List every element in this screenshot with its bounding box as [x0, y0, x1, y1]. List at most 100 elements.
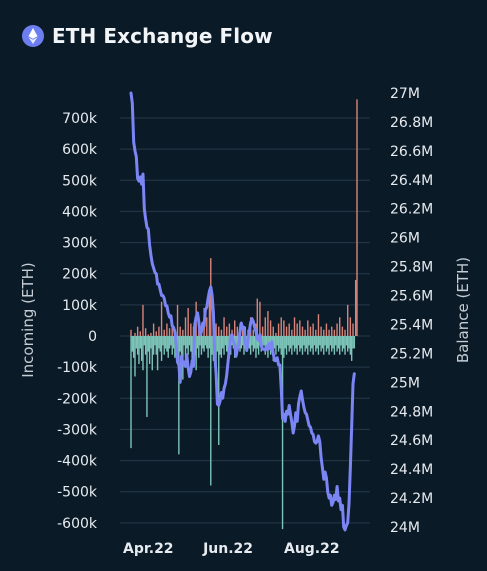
- right-tick-label: 24M: [390, 520, 420, 536]
- incoming-bar: [309, 326, 312, 336]
- outgoing-bar: [134, 336, 136, 377]
- outgoing-bar: [243, 336, 245, 355]
- outgoing-bar: [151, 336, 153, 371]
- outgoing-bar: [159, 336, 161, 352]
- right-tick-label: 24.6M: [390, 433, 433, 449]
- left-tick-label: 300k: [62, 236, 98, 252]
- outgoing-bar: [131, 336, 134, 352]
- incoming-bar: [333, 329, 336, 336]
- x-axis-ticks: Apr.22 Jun.22 Aug.22: [123, 541, 340, 557]
- outgoing-bar: [280, 336, 282, 355]
- outgoing-bar: [170, 336, 172, 346]
- incoming-bar: [317, 314, 320, 336]
- incoming-bar: [339, 317, 341, 336]
- incoming-bar: [179, 326, 181, 336]
- incoming-bar: [163, 329, 165, 336]
- outgoing-bar: [186, 336, 188, 349]
- outgoing-bar: [150, 336, 152, 349]
- outgoing-bar: [220, 336, 223, 358]
- outgoing-bar: [339, 336, 341, 355]
- outgoing-bar: [345, 336, 348, 346]
- outgoing-bar: [313, 336, 316, 346]
- outgoing-bar: [199, 336, 201, 346]
- outgoing-bar: [324, 336, 326, 346]
- incoming-bar: [346, 304, 349, 336]
- outgoing-bar: [180, 336, 183, 355]
- outgoing-bar: [253, 336, 256, 349]
- outgoing-bar: [288, 336, 290, 352]
- outgoing-bar: [164, 336, 167, 349]
- outgoing-bar: [273, 336, 276, 349]
- outgoing-bar: [202, 336, 204, 349]
- outgoing-bar: [208, 336, 211, 349]
- outgoing-bar: [179, 336, 181, 352]
- outgoing-bar: [344, 336, 346, 355]
- incoming-bar: [256, 298, 258, 336]
- outgoing-bar: [204, 336, 207, 346]
- outgoing-bar: [317, 336, 320, 355]
- incoming-bar: [158, 326, 160, 336]
- incoming-bar: [323, 329, 325, 336]
- outgoing-bar: [320, 336, 322, 352]
- incoming-bar: [176, 304, 179, 336]
- outgoing-bar: [279, 336, 281, 349]
- outgoing-bar: [171, 336, 173, 355]
- outgoing-bar: [325, 336, 328, 352]
- outgoing-bar: [256, 336, 258, 349]
- outgoing-bar: [174, 336, 176, 358]
- balance-line-layer: [129, 91, 356, 532]
- outgoing-bar: [331, 336, 333, 352]
- outgoing-bar: [249, 336, 252, 355]
- outgoing-bar: [168, 336, 171, 349]
- left-tick-label: 0: [88, 329, 97, 345]
- outgoing-bar: [329, 336, 332, 346]
- incoming-bar: [341, 326, 344, 336]
- right-tick-label: 26.4M: [390, 173, 433, 189]
- incoming-bar: [291, 329, 293, 336]
- outgoing-bar: [222, 336, 224, 349]
- outgoing-bar: [188, 336, 191, 346]
- incoming-bar: [182, 329, 184, 336]
- outgoing-bar: [346, 336, 349, 352]
- right-tick-label: 24.4M: [390, 462, 433, 478]
- outgoing-bar: [142, 336, 144, 371]
- left-tick-label: -500k: [57, 485, 98, 501]
- outgoing-bar: [235, 336, 237, 349]
- outgoing-bar: [219, 336, 221, 355]
- outgoing-bar: [196, 336, 199, 349]
- outgoing-bar: [252, 336, 255, 352]
- incoming-bar: [228, 323, 231, 336]
- incoming-bar: [283, 320, 285, 336]
- incoming-bar: [252, 329, 255, 336]
- outgoing-bar: [139, 336, 142, 349]
- outgoing-bar: [226, 336, 228, 352]
- outgoing-bar: [263, 336, 265, 346]
- outgoing-bar: [224, 336, 227, 346]
- outgoing-bar: [190, 336, 192, 352]
- right-tick-label: 26.6M: [390, 144, 433, 160]
- outgoing-bar: [337, 336, 340, 349]
- outgoing-bar: [183, 336, 185, 346]
- incoming-bar: [275, 332, 277, 336]
- outgoing-bar: [135, 336, 138, 349]
- outgoing-bar: [144, 336, 147, 355]
- right-tick-label: 24.8M: [390, 404, 433, 420]
- outgoing-bar: [146, 336, 148, 417]
- outgoing-bar: [303, 336, 305, 346]
- outgoing-bar: [300, 336, 302, 349]
- left-tick-label: -400k: [57, 454, 98, 470]
- incoming-bar: [328, 329, 330, 336]
- outgoing-bar: [316, 336, 318, 349]
- right-tick-label: 25.4M: [390, 317, 433, 333]
- incoming-bar: [160, 301, 163, 336]
- outgoing-bar: [211, 336, 213, 355]
- outgoing-bar: [276, 336, 278, 346]
- outgoing-bar: [147, 336, 149, 352]
- outgoing-bar: [352, 336, 354, 349]
- incoming-bar: [261, 326, 264, 336]
- outgoing-bar: [158, 336, 160, 349]
- right-tick-label: 25.6M: [390, 289, 433, 305]
- left-tick-label: 400k: [62, 204, 98, 220]
- incoming-bar: [307, 320, 309, 336]
- incoming-bar: [344, 329, 346, 336]
